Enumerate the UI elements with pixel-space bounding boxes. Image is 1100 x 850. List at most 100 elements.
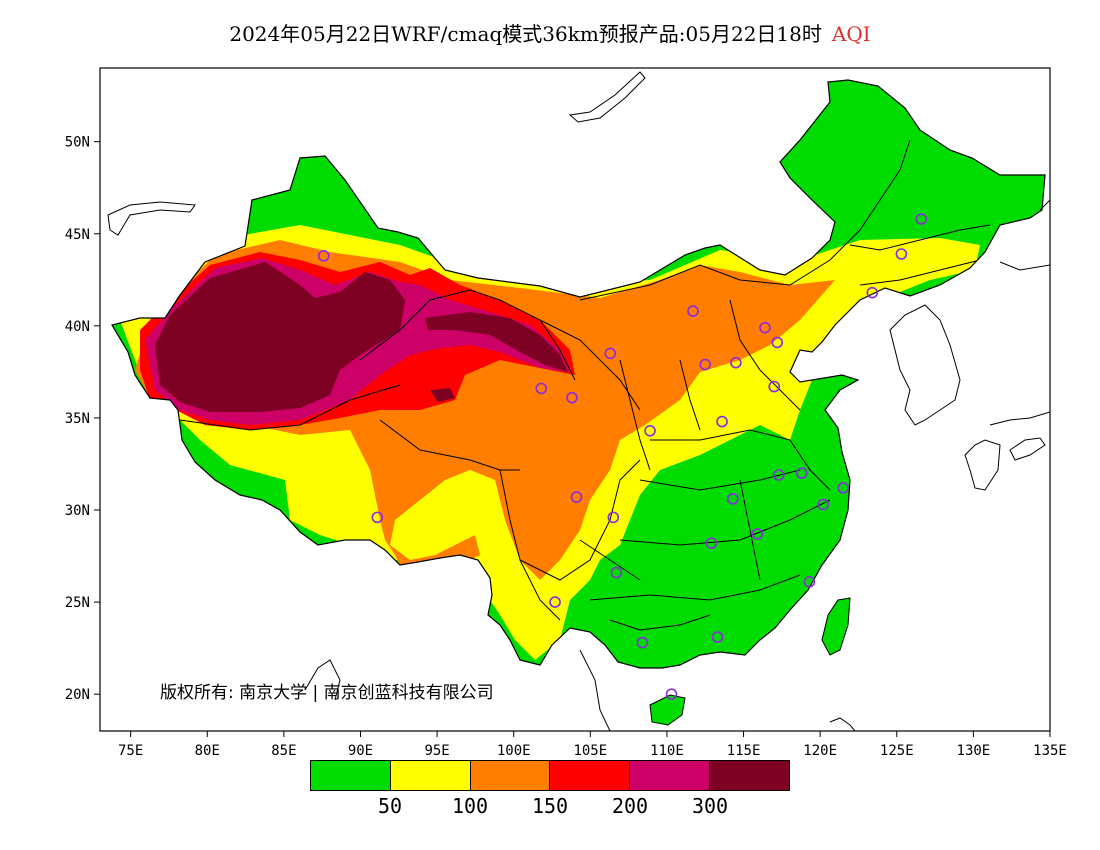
colorbar-label: 150 — [531, 794, 569, 818]
station-marker — [751, 528, 764, 540]
station-marker — [604, 347, 617, 360]
aqi-zone-hazardous-spot — [430, 388, 455, 402]
station-marker — [317, 250, 330, 262]
y-tick-label: 25N — [65, 595, 90, 611]
colorbar-label: 300 — [691, 794, 729, 818]
x-axis: 75E 80E 85E 90E 95E 100E 105E 110E 115E 120E 125E 1… — [118, 731, 1067, 759]
japan-honshu — [989, 411, 1050, 426]
station-marker — [665, 688, 678, 700]
luzon-coast — [829, 717, 856, 731]
station-marker — [837, 482, 849, 494]
station-marker — [549, 596, 561, 608]
japan-kyushu — [964, 439, 1001, 491]
station-marker — [768, 380, 780, 393]
y-tick-label: 45N — [65, 227, 90, 243]
colorbar-label: 50 — [377, 794, 403, 818]
x-tick-label: 115E — [727, 743, 761, 759]
y-tick-label: 40N — [65, 319, 90, 335]
y-axis: 20N 25N 30N 35N 40N 45N 50N — [65, 135, 100, 703]
boundary-hunan — [619, 499, 831, 546]
boundary-guangdong — [589, 574, 801, 601]
x-tick-label: 95E — [424, 743, 449, 759]
japan-shikoku — [1009, 437, 1046, 461]
station-marker — [727, 493, 739, 505]
x-tick-label: 80E — [195, 743, 220, 759]
station-marker — [705, 537, 718, 549]
province-boundaries — [179, 139, 991, 631]
station-markers — [317, 213, 928, 700]
station-marker — [699, 358, 712, 371]
station-marker — [687, 305, 699, 317]
bay-bengal-coast — [304, 659, 341, 701]
station-marker — [915, 213, 928, 225]
aqi-zone-hazardous-east — [425, 312, 568, 372]
boundary-jiangxi — [739, 479, 761, 581]
station-marker — [759, 321, 771, 334]
boundary-zhejiang — [789, 439, 831, 491]
boundary-northeast — [849, 224, 991, 251]
station-marker — [570, 491, 583, 503]
boundary-xinjiang-tibet — [179, 384, 401, 431]
station-marker — [610, 566, 623, 579]
station-marker — [772, 469, 785, 481]
boundary-yunnan — [519, 559, 561, 621]
boundary-hebei — [729, 299, 801, 411]
station-marker — [803, 576, 816, 588]
boundary-gansu — [539, 319, 641, 411]
boundary-innermongolia — [579, 139, 911, 301]
y-tick-label: 50N — [65, 135, 90, 151]
copyright-notice: 版权所有: 南京大学 | 南京创蓝科技有限公司 — [160, 683, 494, 703]
station-marker — [711, 631, 724, 643]
station-marker — [644, 425, 656, 437]
colorbar-segment — [629, 761, 710, 790]
x-tick-label: 85E — [271, 743, 296, 759]
x-tick-label: 75E — [118, 743, 143, 759]
boundary-sichuan — [499, 459, 641, 581]
colorbar-segment — [389, 761, 470, 790]
neighbor-coastlines — [107, 71, 1050, 731]
station-marker — [535, 382, 548, 395]
colorbar-label: 200 — [611, 794, 649, 818]
boundary-shanxi — [679, 359, 701, 431]
x-tick-label: 100E — [497, 743, 531, 759]
boundary-qinghai — [359, 289, 576, 381]
russia-coast — [999, 261, 1050, 271]
title-main: 2024年05月22日WRF/cmaq模式36km预报产品:05月22日18时 — [229, 22, 822, 46]
boundary-henan — [650, 429, 791, 441]
x-tick-label: 120E — [803, 743, 837, 759]
sakhalin-coast — [1039, 199, 1050, 211]
station-marker — [371, 511, 384, 524]
station-marker — [771, 336, 784, 349]
boundary-tibet-qinghai — [379, 419, 520, 471]
y-tick-label: 35N — [65, 411, 90, 427]
boundary-guizhou — [579, 539, 641, 581]
taiwan-island — [821, 597, 851, 656]
x-tick-label: 125E — [880, 743, 914, 759]
x-tick-label: 105E — [573, 743, 607, 759]
boundary-guangxi — [609, 614, 711, 631]
y-tick-label: 20N — [65, 687, 90, 703]
station-marker — [795, 467, 808, 479]
x-tick-label: 110E — [650, 743, 684, 759]
indochina-coast — [579, 649, 611, 731]
x-tick-label: 130E — [957, 743, 991, 759]
lake-balkhash — [107, 201, 196, 236]
x-tick-label: 135E — [1033, 743, 1067, 759]
aqi-zone-hazardous — [155, 262, 405, 412]
x-tick-label: 90E — [348, 743, 373, 759]
lake-baikal — [568, 71, 646, 123]
aqi-colorbar — [310, 760, 790, 791]
map-title: 2024年05月22日WRF/cmaq模式36km预报产品:05月22日18时 A… — [0, 18, 1100, 47]
colorbar-segment — [549, 761, 630, 790]
colorbar-label: 100 — [451, 794, 489, 818]
y-tick-label: 30N — [65, 503, 90, 519]
station-marker — [730, 356, 742, 369]
colorbar-segment — [311, 761, 390, 790]
boundary-jilin — [859, 259, 981, 286]
colorbar-segment — [709, 761, 789, 790]
station-marker — [607, 511, 620, 524]
boundary-hubei — [639, 469, 801, 491]
title-variable: AQI — [831, 22, 871, 46]
station-marker — [716, 415, 728, 428]
